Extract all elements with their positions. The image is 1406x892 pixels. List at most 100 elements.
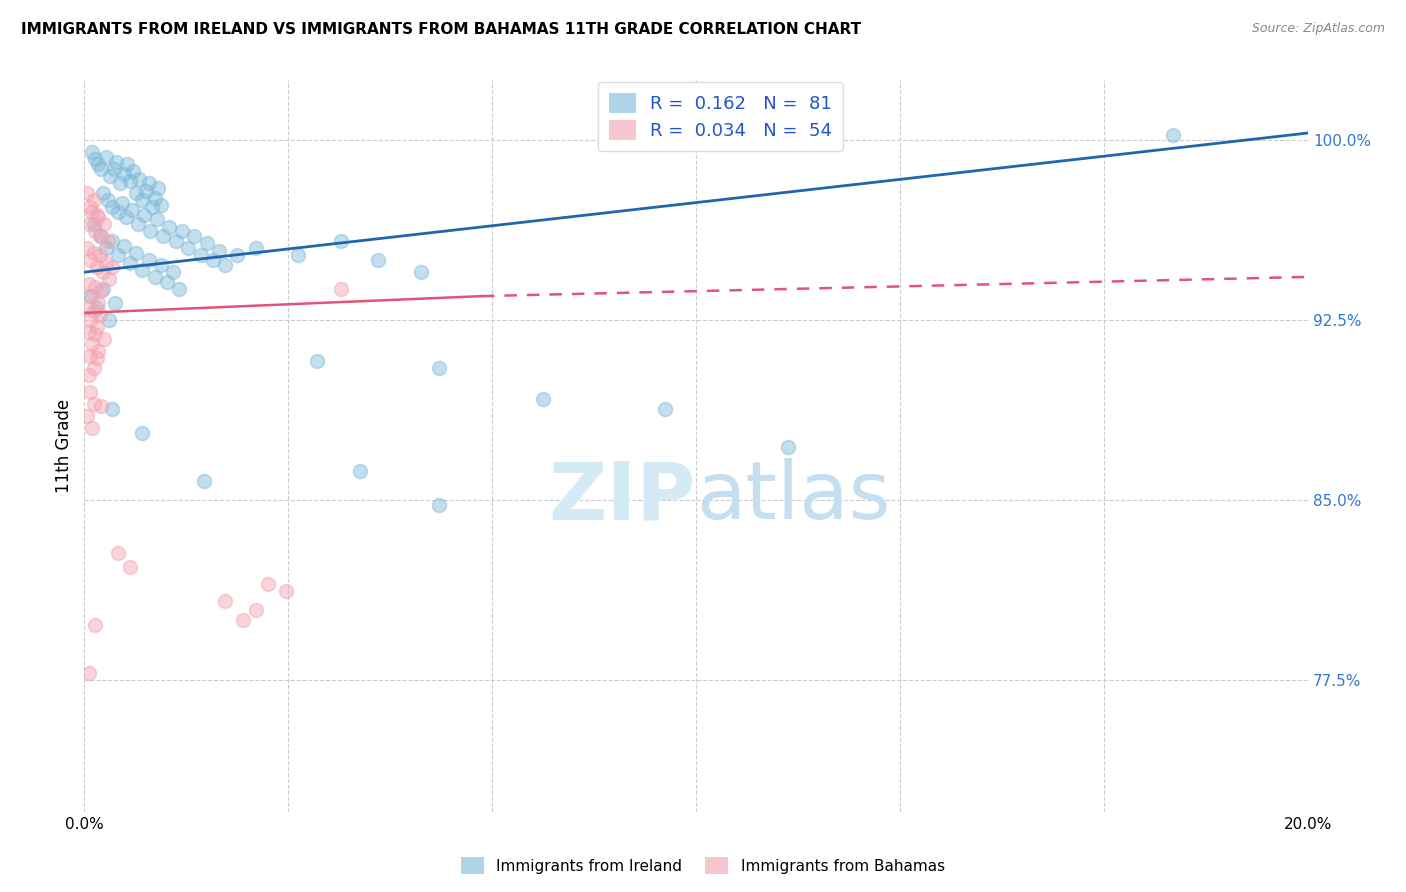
- Point: [89, 308, 111, 322]
- Point: [125, 246, 148, 260]
- Point: [94, 241, 117, 255]
- Point: [115, 210, 138, 224]
- Point: [79, 385, 101, 400]
- Point: [86, 301, 108, 315]
- Point: [165, 234, 187, 248]
- Point: [190, 248, 212, 262]
- Point: [79, 253, 101, 268]
- Point: [131, 425, 153, 440]
- Point: [330, 234, 353, 248]
- Point: [131, 262, 153, 277]
- Point: [427, 498, 450, 512]
- Point: [127, 217, 149, 231]
- Point: [91, 265, 114, 279]
- Point: [172, 224, 194, 238]
- Point: [139, 224, 162, 238]
- Point: [226, 248, 249, 262]
- Text: atlas: atlas: [696, 458, 890, 536]
- Point: [115, 157, 138, 171]
- Point: [121, 202, 143, 217]
- Point: [305, 354, 328, 368]
- Point: [80, 145, 103, 160]
- Point: [145, 212, 167, 227]
- Point: [330, 282, 353, 296]
- Point: [134, 208, 156, 222]
- Point: [87, 296, 110, 310]
- Point: [409, 265, 432, 279]
- Point: [77, 325, 100, 339]
- Point: [94, 150, 117, 164]
- Point: [87, 344, 110, 359]
- Point: [79, 313, 101, 327]
- Point: [101, 260, 124, 275]
- Point: [201, 253, 224, 268]
- Point: [349, 464, 371, 478]
- Point: [149, 258, 172, 272]
- Point: [776, 440, 799, 454]
- Point: [80, 205, 103, 219]
- Point: [120, 560, 142, 574]
- Point: [84, 279, 107, 293]
- Point: [146, 181, 169, 195]
- Point: [120, 255, 142, 269]
- Point: [79, 200, 101, 214]
- Point: [91, 186, 114, 200]
- Point: [162, 265, 184, 279]
- Point: [79, 349, 101, 363]
- Point: [97, 234, 120, 248]
- Point: [101, 234, 124, 248]
- Point: [86, 208, 108, 222]
- Point: [103, 161, 125, 176]
- Text: ZIP: ZIP: [548, 458, 696, 536]
- Point: [195, 236, 218, 251]
- Point: [531, 392, 554, 407]
- Point: [80, 337, 103, 351]
- Y-axis label: 11th Grade: 11th Grade: [55, 399, 73, 493]
- Point: [193, 474, 215, 488]
- Point: [90, 229, 112, 244]
- Point: [76, 186, 98, 200]
- Point: [183, 229, 205, 244]
- Point: [156, 275, 179, 289]
- Legend: Immigrants from Ireland, Immigrants from Bahamas: Immigrants from Ireland, Immigrants from…: [456, 851, 950, 880]
- Point: [80, 421, 103, 435]
- Point: [232, 613, 254, 627]
- Point: [112, 239, 135, 253]
- Point: [167, 282, 190, 296]
- Point: [120, 174, 142, 188]
- Point: [143, 269, 166, 284]
- Point: [427, 361, 450, 376]
- Point: [93, 217, 115, 231]
- Point: [84, 224, 107, 238]
- Point: [107, 546, 129, 560]
- Point: [131, 193, 153, 207]
- Point: [128, 171, 150, 186]
- Point: [76, 241, 98, 255]
- Point: [83, 193, 105, 207]
- Point: [76, 301, 98, 315]
- Point: [76, 409, 98, 423]
- Point: [77, 217, 100, 231]
- Point: [77, 665, 100, 680]
- Point: [135, 184, 157, 198]
- Point: [208, 244, 231, 258]
- Point: [214, 258, 236, 272]
- Point: [245, 241, 267, 255]
- Point: [80, 289, 103, 303]
- Point: [89, 248, 111, 262]
- Point: [122, 164, 145, 178]
- Point: [87, 210, 110, 224]
- Point: [101, 200, 124, 214]
- Point: [104, 296, 127, 310]
- Point: [97, 193, 120, 207]
- Point: [77, 368, 100, 383]
- Point: [84, 617, 107, 632]
- Point: [152, 229, 174, 244]
- Point: [654, 401, 676, 416]
- Point: [111, 195, 134, 210]
- Point: [83, 246, 105, 260]
- Point: [77, 277, 100, 292]
- Point: [107, 205, 129, 219]
- Point: [83, 303, 105, 318]
- Point: [105, 154, 128, 169]
